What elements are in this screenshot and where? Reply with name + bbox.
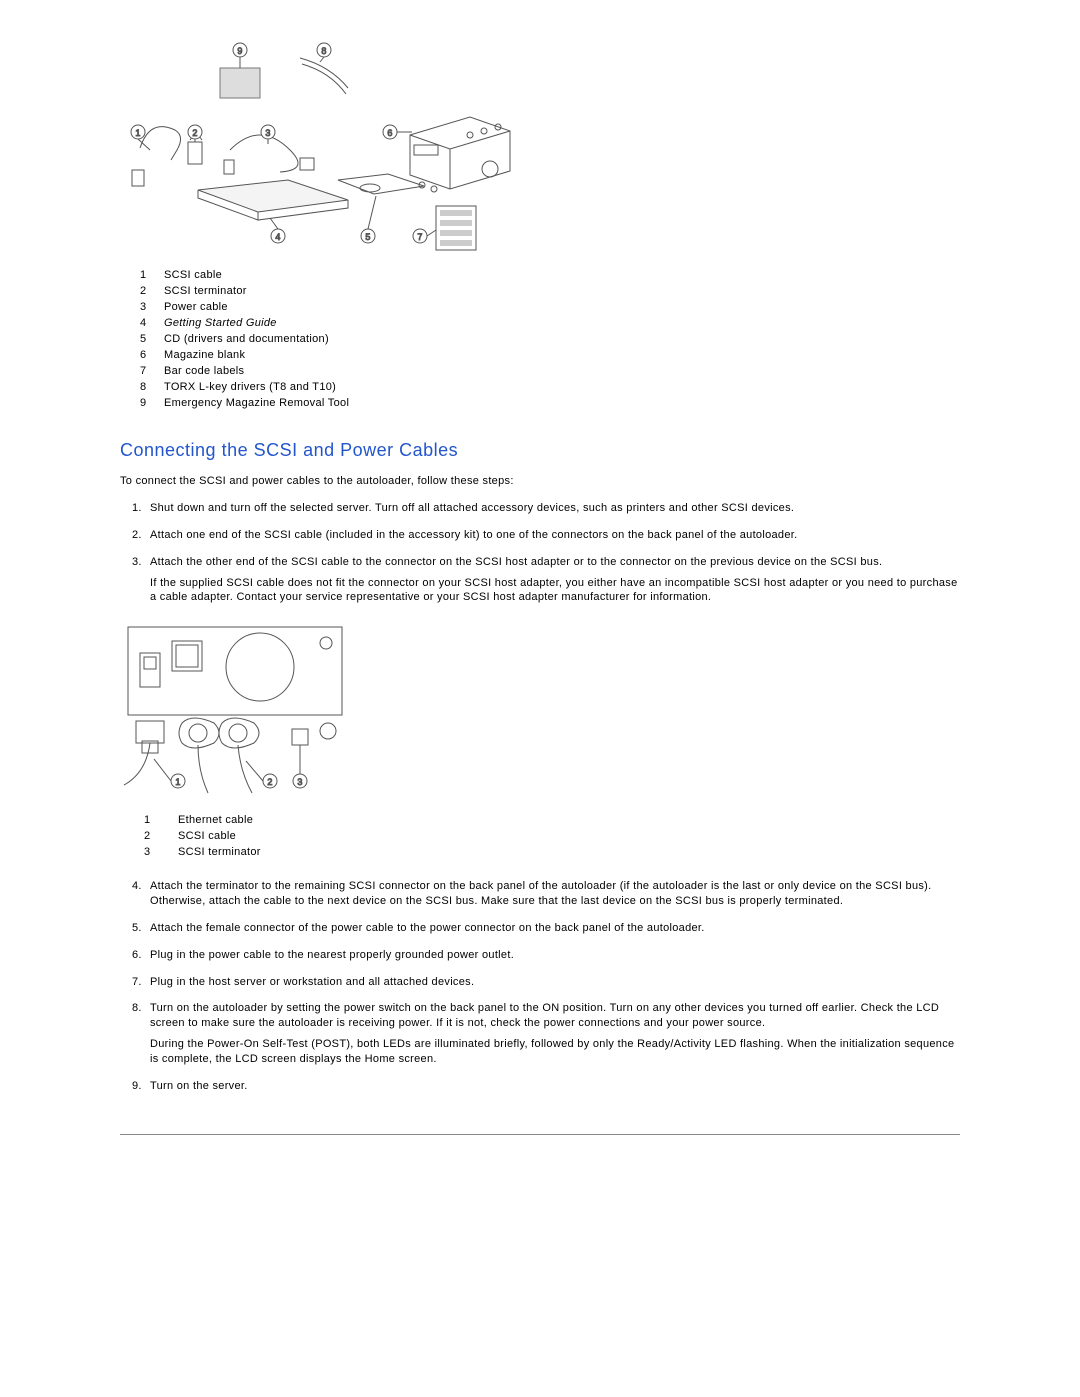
steps-list-part2: 4.Attach the terminator to the remaining… — [150, 879, 960, 1093]
steps-list-part1: 1.Shut down and turn off the selected se… — [150, 501, 960, 605]
step-2: 2.Attach one end of the SCSI cable (incl… — [150, 528, 960, 543]
step-4: 4.Attach the terminator to the remaining… — [150, 879, 960, 909]
svg-text:4: 4 — [275, 232, 280, 242]
svg-text:9: 9 — [237, 46, 242, 56]
svg-text:7: 7 — [417, 232, 422, 242]
svg-text:1: 1 — [175, 777, 180, 787]
footer-rule — [120, 1134, 960, 1135]
step-7: 7.Plug in the host server or workstation… — [150, 975, 960, 990]
svg-text:2: 2 — [192, 128, 197, 138]
step-3-note: If the supplied SCSI cable does not fit … — [150, 576, 960, 606]
back-panel-diagram: 1 2 3 — [120, 621, 960, 801]
back-panel-legend: 1Ethernet cable 2SCSI cable 3SCSI termin… — [142, 811, 263, 861]
step-8: 8.Turn on the autoloader by setting the … — [150, 1001, 960, 1066]
step-9: 9.Turn on the server. — [150, 1079, 960, 1094]
section-title: Connecting the SCSI and Power Cables — [120, 440, 960, 461]
step-5: 5.Attach the female connector of the pow… — [150, 921, 960, 936]
svg-text:8: 8 — [321, 46, 326, 56]
svg-text:5: 5 — [365, 232, 370, 242]
svg-text:6: 6 — [387, 128, 392, 138]
svg-text:1: 1 — [135, 128, 140, 138]
svg-text:3: 3 — [265, 128, 270, 138]
step-8-note: During the Power-On Self-Test (POST), bo… — [150, 1037, 960, 1067]
step-6: 6.Plug in the power cable to the nearest… — [150, 948, 960, 963]
accessory-kit-legend: 1SCSI cable 2SCSI terminator 3Power cabl… — [138, 266, 351, 412]
intro-text: To connect the SCSI and power cables to … — [120, 475, 960, 487]
svg-text:3: 3 — [297, 777, 302, 787]
svg-text:2: 2 — [267, 777, 272, 787]
step-3: 3.Attach the other end of the SCSI cable… — [150, 555, 960, 606]
accessory-kit-diagram: 9 8 1 2 3 4 — [120, 40, 960, 260]
step-1: 1.Shut down and turn off the selected se… — [150, 501, 960, 516]
